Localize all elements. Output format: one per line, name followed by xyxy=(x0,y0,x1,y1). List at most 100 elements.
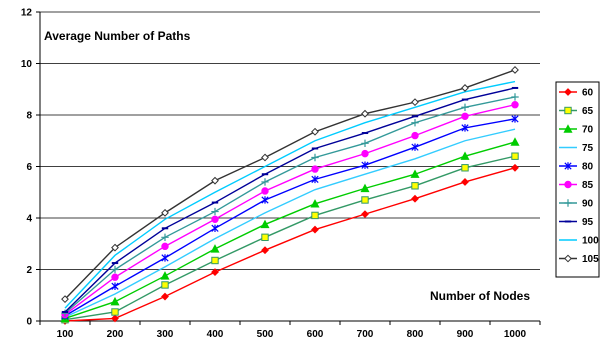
legend-label-60: 60 xyxy=(582,88,594,99)
data-point-90-1 xyxy=(111,265,119,274)
series-75 xyxy=(64,128,516,318)
data-point-85-3 xyxy=(211,215,219,223)
series-line-105 xyxy=(64,69,516,300)
data-point-65-3 xyxy=(211,256,219,265)
series-line-95 xyxy=(64,87,516,313)
legend-label-105: 105 xyxy=(582,254,599,265)
legend-label-70: 70 xyxy=(582,125,594,136)
x-tick-label-9: 1000 xyxy=(504,329,527,340)
series-line-75 xyxy=(64,128,516,318)
legend-label-80: 80 xyxy=(582,162,594,173)
data-point-90-9 xyxy=(511,93,519,101)
data-point-80-8 xyxy=(461,124,469,132)
data-point-105-8 xyxy=(461,84,469,92)
data-point-70-6 xyxy=(360,183,370,193)
series-line-85 xyxy=(64,104,516,316)
y-tick-label-2: 4 xyxy=(26,214,32,225)
series-line-90 xyxy=(64,96,516,314)
x-tick-label-2: 300 xyxy=(157,329,174,340)
series-group xyxy=(60,66,520,325)
data-point-60-2 xyxy=(161,292,169,301)
data-point-70-2 xyxy=(160,271,170,280)
data-point-65-2 xyxy=(161,281,169,289)
series-80 xyxy=(61,115,519,320)
y-tick-label-1: 2 xyxy=(26,265,32,276)
data-point-60-8 xyxy=(461,178,469,186)
data-point-70-3 xyxy=(210,244,220,253)
data-point-65-9 xyxy=(511,152,519,160)
series-line-60 xyxy=(64,167,516,322)
legend-label-90: 90 xyxy=(582,199,594,210)
data-point-105-2 xyxy=(161,208,169,217)
data-point-60-5 xyxy=(311,225,319,234)
data-point-85-1 xyxy=(111,273,119,281)
x-tick-label-7: 800 xyxy=(407,329,424,340)
data-point-85-4 xyxy=(261,187,269,195)
x-tick-label-0: 100 xyxy=(57,329,74,340)
data-point-60-9 xyxy=(511,163,519,172)
legend-marker-85 xyxy=(564,180,572,189)
legend-marker-105 xyxy=(564,254,572,263)
data-point-60-3 xyxy=(211,268,219,276)
series-line-80 xyxy=(64,118,516,317)
data-point-85-9 xyxy=(511,101,519,109)
data-point-80-3 xyxy=(211,224,219,232)
data-point-70-4 xyxy=(260,219,270,229)
legend-label-100: 100 xyxy=(582,236,599,247)
data-point-105-5 xyxy=(311,127,319,136)
data-point-105-6 xyxy=(361,109,369,118)
data-point-70-5 xyxy=(310,199,320,208)
series-105 xyxy=(61,66,519,304)
data-point-65-6 xyxy=(361,196,369,204)
data-point-90-3 xyxy=(211,207,219,216)
data-point-65-1 xyxy=(111,308,119,316)
legend-label-85: 85 xyxy=(582,180,594,191)
legend-label-75: 75 xyxy=(582,143,594,154)
data-point-80-5 xyxy=(311,175,319,184)
data-point-80-7 xyxy=(411,143,419,151)
x-axis-title: Number of Nodes xyxy=(430,289,530,303)
data-point-90-7 xyxy=(411,119,419,127)
legend-label-65: 65 xyxy=(582,106,594,117)
x-tick-label-4: 500 xyxy=(257,329,274,340)
x-tick-label-6: 700 xyxy=(357,329,374,340)
data-point-80-4 xyxy=(261,196,269,204)
series-60 xyxy=(61,163,519,325)
data-point-90-8 xyxy=(461,103,469,111)
data-point-105-9 xyxy=(511,66,519,74)
legend-marker-60 xyxy=(564,88,572,96)
data-point-90-2 xyxy=(161,233,169,242)
x-tick-label-8: 900 xyxy=(457,329,474,340)
data-point-105-1 xyxy=(111,243,119,252)
series-95 xyxy=(61,86,519,313)
y-axis-title: Average Number of Paths xyxy=(44,29,191,43)
data-point-90-0 xyxy=(61,309,69,317)
series-line-70 xyxy=(64,141,516,320)
legend-marker-70 xyxy=(563,124,573,133)
data-point-65-4 xyxy=(261,233,269,242)
y-tick-label-0: 0 xyxy=(26,317,32,328)
data-point-65-8 xyxy=(461,164,469,172)
data-point-80-2 xyxy=(161,254,169,262)
data-point-85-8 xyxy=(461,112,469,120)
data-point-70-9 xyxy=(510,137,520,146)
data-point-85-2 xyxy=(161,242,169,251)
legend: 60 65 70 75 80 85 90 95 100 105 xyxy=(555,81,600,278)
legend-marker-90 xyxy=(564,199,572,207)
series-100 xyxy=(64,80,516,309)
data-point-90-4 xyxy=(261,178,269,186)
grid-lines xyxy=(40,11,540,270)
data-point-80-9 xyxy=(511,115,519,123)
x-tick-label-1: 200 xyxy=(107,329,124,340)
data-point-70-1 xyxy=(110,296,120,306)
series-65 xyxy=(61,152,519,324)
y-tick-label-3: 6 xyxy=(26,162,32,173)
legend-marker-65 xyxy=(564,106,572,115)
data-point-70-7 xyxy=(410,169,420,178)
y-tick-label-4: 8 xyxy=(26,111,32,122)
data-point-60-7 xyxy=(411,194,419,203)
y-tick-label-6: 12 xyxy=(21,8,33,19)
x-tick-label-3: 400 xyxy=(207,329,224,340)
data-point-85-5 xyxy=(311,165,319,173)
data-point-60-1 xyxy=(111,314,119,323)
